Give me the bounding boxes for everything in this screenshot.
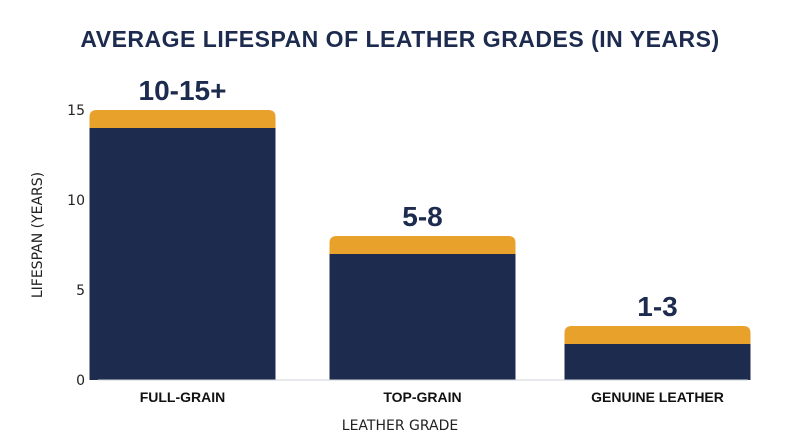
y-tick-label: 0	[76, 373, 85, 389]
x-axis-label: LEATHER GRADE	[342, 418, 458, 434]
y-tick-label: 10	[67, 193, 85, 209]
data-label: 10-15+	[139, 75, 227, 106]
chart-title: AVERAGE LIFESPAN OF LEATHER GRADES (IN Y…	[80, 26, 720, 52]
y-tick-label: 15	[67, 103, 85, 119]
x-tick-label: FULL-GRAIN	[140, 389, 226, 405]
y-axis-label: LIFESPAN (YEARS)	[30, 172, 46, 298]
value-labels-group: 10-15+ 5-8 1-3	[139, 75, 678, 322]
bars-group	[89, 110, 751, 380]
bar-top-segment	[89, 110, 276, 128]
data-label: 5-8	[402, 201, 442, 232]
data-label: 1-3	[637, 291, 677, 322]
bar-base-segment	[329, 254, 516, 380]
bar-top-segment	[564, 326, 751, 344]
y-tick-label: 5	[76, 283, 85, 299]
bar-base-segment	[89, 128, 276, 380]
x-tick-label: TOP-GRAIN	[383, 389, 461, 405]
bar-top-segment	[329, 236, 516, 254]
category-labels-group: FULL-GRAIN TOP-GRAIN GENUINE LEATHER	[140, 389, 724, 405]
x-tick-label: GENUINE LEATHER	[591, 389, 724, 405]
y-ticks-group: 0 5 10 15	[67, 103, 85, 389]
bar-base-segment	[564, 344, 751, 380]
